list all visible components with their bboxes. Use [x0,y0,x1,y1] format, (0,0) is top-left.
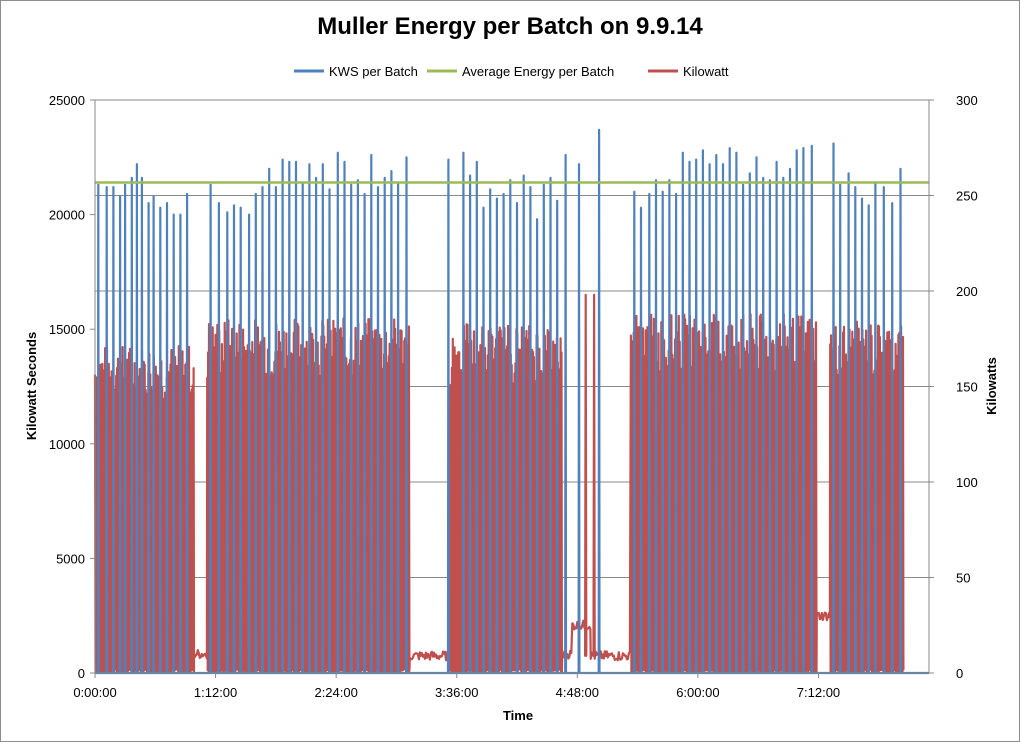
x-tick-label: 1:12:00 [194,685,237,700]
x-tick-label: 7:12:00 [797,685,840,700]
legend-label: KWS per Batch [329,64,418,79]
axes: 0 5000 10000 15000 20000 25000 0 50 100 150 200 250… [49,93,978,700]
chart-title: Muller Energy per Batch on 9.9.14 [317,13,703,40]
x-tick-label: 3:36:00 [435,685,478,700]
y-left-tick-label: 15000 [49,322,85,337]
x-axis-title: Time [503,708,533,723]
x-tick-label: 4:48:00 [556,685,599,700]
y-axis-right-title: Kilowatts [984,357,999,415]
y-left-tick-label: 10000 [49,437,85,452]
x-tick-label: 0:00:00 [73,685,116,700]
y-axis-left-title: Kilowatt Seconds [24,332,39,440]
y-right-tick-label: 200 [956,284,978,299]
y-right-tick-label: 250 [956,189,978,204]
y-right-tick-label: 50 [956,571,970,586]
series-kilowatt-line [93,293,905,675]
plot-series [93,128,929,675]
y-right-tick-label: 100 [956,475,978,490]
y-left-tick-label: 20000 [49,208,85,223]
legend-label: Average Energy per Batch [462,64,614,79]
y-left-tick-label: 25000 [49,93,85,108]
x-tick-label: 2:24:00 [314,685,357,700]
x-tick-label: 6:00:00 [676,685,719,700]
legend-label: Kilowatt [683,64,729,79]
y-right-tick-label: 300 [956,93,978,108]
legend: KWS per Batch Average Energy per Batch Kil… [294,64,729,79]
y-right-tick-label: 0 [956,666,963,681]
y-right-tick-label: 150 [956,380,978,395]
y-left-tick-label: 0 [78,666,85,681]
y-left-tick-label: 5000 [56,551,85,566]
